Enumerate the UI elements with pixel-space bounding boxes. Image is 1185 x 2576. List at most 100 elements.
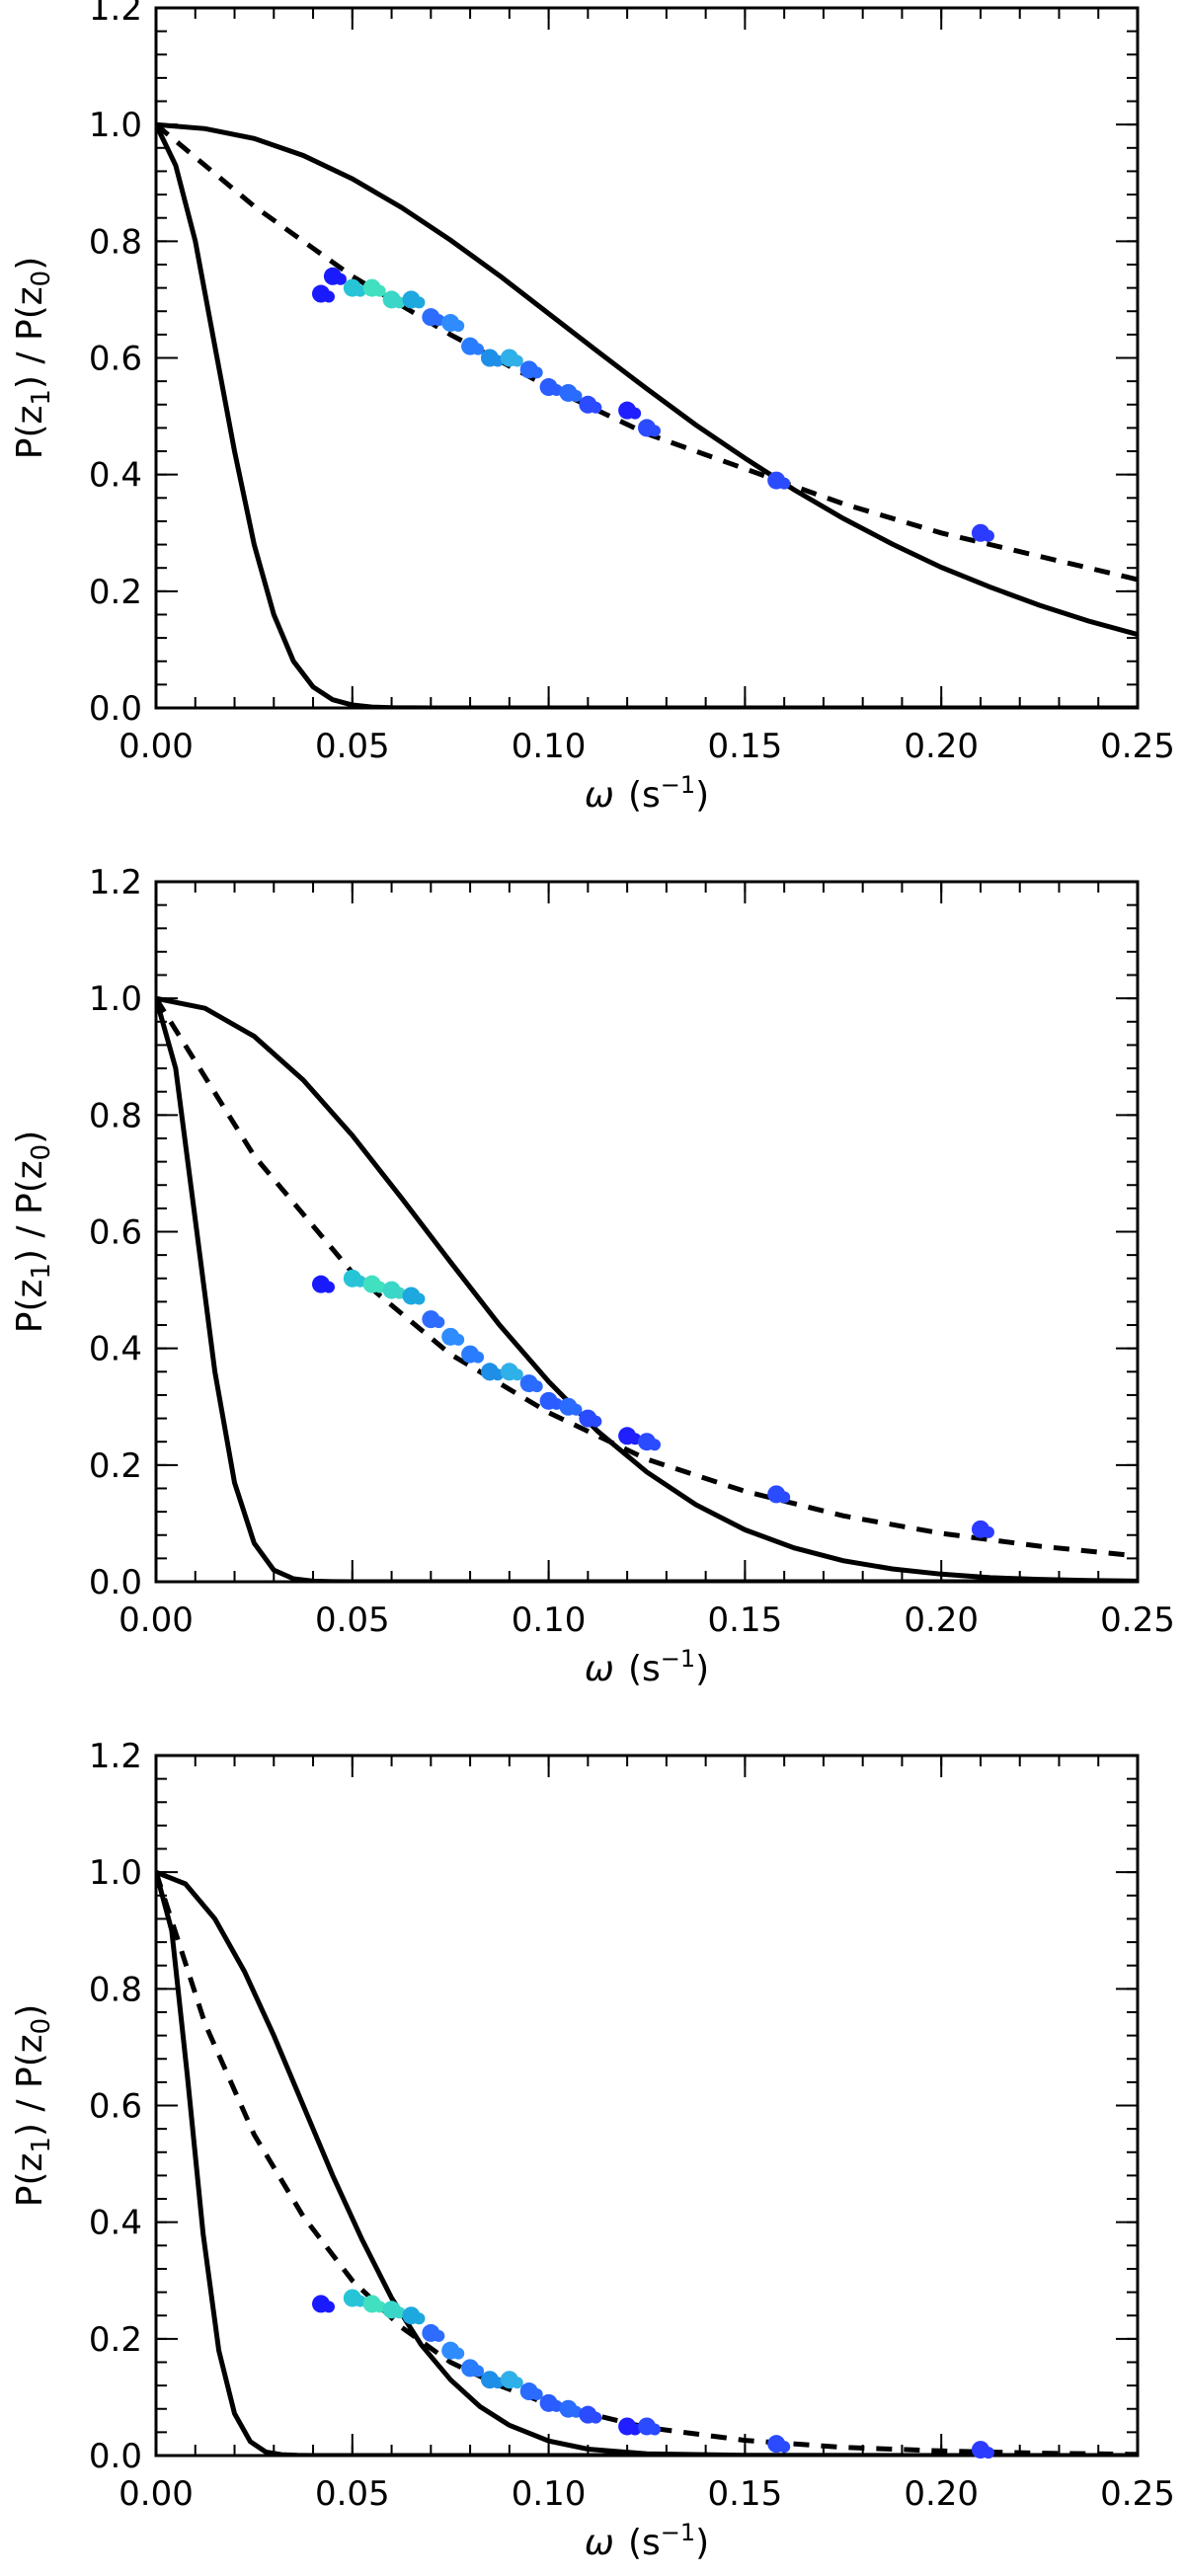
data-point-cluster	[982, 529, 994, 542]
y-tick-label: 0.0	[89, 1563, 142, 1602]
y-tick-label: 0.8	[89, 1970, 142, 2009]
x-unit-close: )	[695, 2523, 709, 2563]
y-axis-title: P(z1) / P(z0)	[10, 2004, 56, 2208]
dashed-fit-curve	[156, 996, 1138, 1559]
x-tick-label: 0.05	[315, 1600, 390, 1640]
data-point-cluster	[649, 425, 661, 437]
data-point-cluster	[322, 2301, 335, 2313]
y-title-part-mid: ) / P(z	[10, 286, 50, 389]
y-tick-label: 0.6	[89, 2087, 142, 2127]
data-point-cluster	[413, 2312, 426, 2325]
y-title-part-a-sub: 1	[27, 389, 56, 406]
y-title-part-b-sub: 0	[27, 1144, 56, 1161]
x-unit-close: )	[695, 775, 709, 816]
x-tick-label: 0.15	[708, 1600, 783, 1640]
y-title-part-a: P(z	[10, 2153, 50, 2208]
x-axis-title: ω (s−1)	[585, 771, 709, 816]
data-point-cluster	[530, 366, 543, 379]
y-tick-label: 0.0	[89, 2437, 142, 2476]
data-point-cluster	[778, 477, 791, 490]
y-tick-label: 0.8	[89, 1096, 142, 1135]
x-tick-label: 0.05	[315, 2474, 390, 2514]
y-axis-title: P(z1) / P(z0)	[10, 257, 56, 460]
y-title-part-a-sub: 1	[27, 2137, 56, 2153]
data-point-cluster	[530, 2388, 543, 2401]
solid-wide-curve	[156, 121, 1138, 638]
y-tick-label: 1.0	[89, 106, 142, 145]
data-point-cluster	[322, 1281, 335, 1293]
x-unit-exponent: −1	[661, 2519, 695, 2546]
x-tick-label: 0.05	[315, 727, 390, 766]
data-point-cluster	[433, 1316, 445, 1329]
y-tick-label: 0.2	[89, 2320, 142, 2360]
x-tick-label: 0.00	[118, 1600, 194, 1640]
data-point-cluster	[472, 1351, 485, 1364]
plot-frame	[154, 880, 1140, 1584]
chart-panel-top: 0.00 0.05 0.10 0.15 0.20 0.25 0.0 0.2 0.4 0.6 0.8 1…	[10, 0, 1175, 816]
y-tick-label: 0.2	[89, 573, 142, 612]
x-unit-exponent: −1	[661, 1645, 695, 1673]
y-title-part-a: P(z	[10, 1280, 50, 1334]
y-tick-label: 0.6	[89, 1213, 142, 1253]
data-point-cluster	[590, 1415, 602, 1428]
data-point-cluster	[433, 2329, 445, 2342]
chart-panel-bottom: 0.00 0.05 0.10 0.15 0.20 0.25 0.0 0.2 0.4 0.6 0.8 1…	[10, 1737, 1175, 2563]
x-unit-exponent: −1	[661, 771, 695, 799]
x-tick-label: 0.10	[512, 1600, 587, 1640]
x-axis-title: ω (s−1)	[585, 2519, 709, 2563]
y-title-part-a-sub: 1	[27, 1263, 56, 1280]
x-unit-open: (s	[628, 775, 661, 816]
data-point-cluster	[413, 296, 426, 309]
y-tick-label: 0.6	[89, 340, 142, 379]
data-point-cluster	[778, 1491, 791, 1504]
data-point-cluster	[322, 290, 335, 303]
data-point-cluster	[570, 1403, 583, 1416]
data-point-cluster	[452, 2347, 465, 2360]
x-tick-label: 0.10	[512, 2474, 587, 2514]
x-tick-label: 0.15	[708, 727, 783, 766]
data-point-cluster	[511, 354, 523, 367]
plot-frame	[154, 6, 1140, 710]
y-title-part-a: P(z	[10, 406, 50, 460]
y-tick-label: 0.8	[89, 222, 142, 262]
x-tick-label: 0.00	[118, 2474, 194, 2514]
y-title-part-end: )	[10, 257, 50, 271]
data-point-cluster	[511, 2377, 523, 2389]
y-tick-label: 1.0	[89, 979, 142, 1019]
data-point-cluster	[530, 1380, 543, 1393]
data-point-cluster	[511, 1368, 523, 1381]
y-title-part-end: )	[10, 1131, 50, 1144]
y-title-part-end: )	[10, 2004, 50, 2018]
data-point-cluster	[590, 2411, 602, 2424]
y-tick-label: 0.0	[89, 689, 142, 729]
solid-narrow-curve	[156, 997, 1138, 1582]
y-title-part-b-sub: 0	[27, 2018, 56, 2035]
dashed-fit-curve	[156, 122, 1138, 583]
x-unit-open: (s	[628, 2523, 661, 2563]
data-point-cluster	[590, 401, 602, 414]
x-tick-label: 0.15	[708, 2474, 783, 2514]
data-point-cluster	[982, 1525, 994, 1538]
data-point-cluster	[452, 320, 465, 333]
x-tick-label: 0.25	[1100, 2474, 1175, 2514]
x-tick-label: 0.00	[118, 727, 194, 766]
omega-symbol: ω	[585, 775, 614, 816]
chart-panel-middle: 0.00 0.05 0.10 0.15 0.20 0.25 0.0 0.2 0.4 0.6 0.8 1…	[10, 863, 1175, 1689]
data-point-cluster	[778, 2441, 791, 2454]
x-tick-label: 0.20	[904, 727, 979, 766]
y-tick-label: 1.2	[89, 1737, 142, 1776]
data-point-cluster	[472, 343, 485, 355]
y-tick-label: 0.4	[89, 2204, 142, 2243]
data-point-cluster	[334, 273, 347, 285]
y-axis-title: P(z1) / P(z0)	[10, 1131, 56, 1334]
data-point-cluster	[570, 389, 583, 402]
y-tick-label: 1.0	[89, 1853, 142, 1893]
y-tick-label: 0.4	[89, 456, 142, 496]
data-point-cluster	[649, 2423, 661, 2436]
data-point-cluster	[629, 407, 642, 420]
y-tick-label: 1.2	[89, 863, 142, 902]
x-tick-label: 0.20	[904, 1600, 979, 1640]
y-tick-label: 0.2	[89, 1446, 142, 1486]
y-tick-label: 0.4	[89, 1330, 142, 1369]
